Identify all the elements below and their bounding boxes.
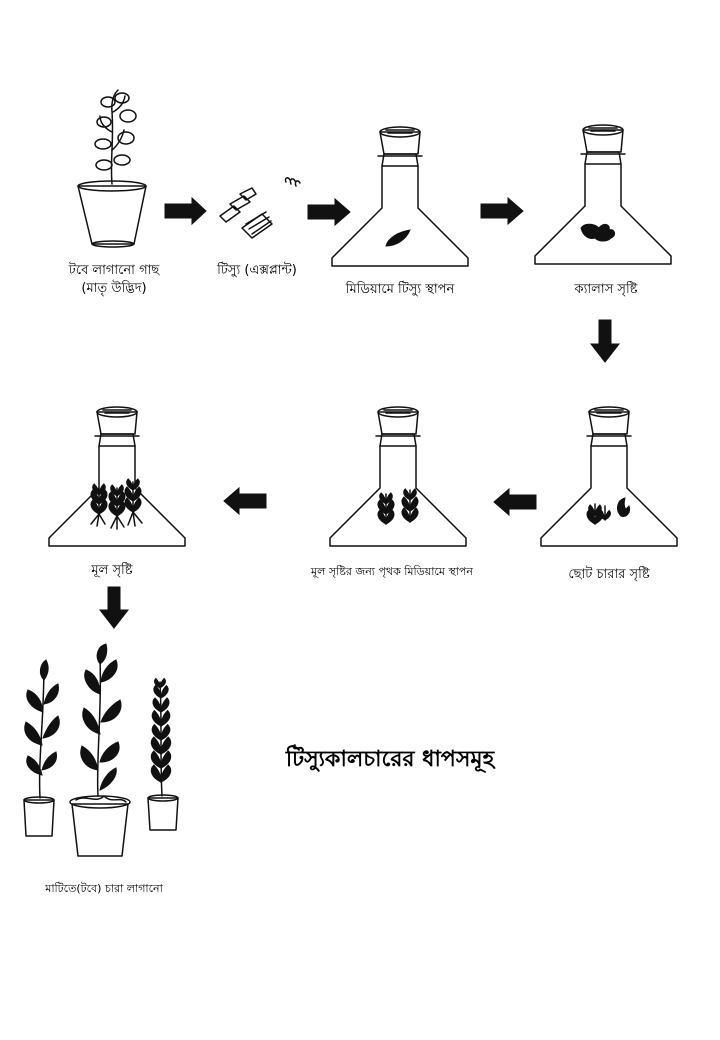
arrow-down-1 <box>589 319 621 363</box>
label-callus: ক্যালাস সৃষ্টি <box>574 282 638 297</box>
label-explant: টিস্যু (এক্সপ্লান্ট) <box>217 263 297 278</box>
mother-plant-pot <box>77 89 147 248</box>
arrow-right-3 <box>480 196 524 226</box>
potted-plant-small-right <box>147 677 179 831</box>
diagram-title: টিস্যুকালচারের ধাপসমূহ <box>285 747 495 772</box>
explant-pieces <box>219 177 301 239</box>
flask-callus <box>534 124 672 265</box>
arrow-left-2 <box>223 486 267 516</box>
arrow-right-2 <box>307 197 351 227</box>
arrow-down-2 <box>98 586 130 629</box>
label-planting: মাটিতে(টবে) চারা লাগানো <box>45 882 163 895</box>
flask-root-media <box>329 406 467 547</box>
label-mother-plant: টবে লাগানো গাছ (মাতৃ উদ্ভিদ) <box>69 262 159 298</box>
label-plantlet: ছোট চারার সৃষ্টি <box>568 567 650 582</box>
label-root-media: মূল সৃষ্টির জন্য পৃথক মিডিয়ামে স্থাপন <box>311 565 473 578</box>
flask-plantlet <box>540 406 678 547</box>
label-mother-plant-line1: টবে লাগানো গাছ <box>68 263 160 278</box>
arrow-left-1 <box>493 487 537 517</box>
label-root: মূল সৃষ্টি <box>91 563 133 578</box>
potted-plant-small-left <box>23 659 60 837</box>
flask-media-placement <box>331 126 469 267</box>
arrow-right-1 <box>164 196 207 226</box>
label-mother-plant-line2: (মাতৃ উদ্ভিদ) <box>81 281 147 296</box>
label-media-placement: মিডিয়ামে টিস্যু স্থাপন <box>345 282 455 297</box>
flask-rooting <box>48 406 186 547</box>
potted-plant-large-center <box>69 643 131 857</box>
